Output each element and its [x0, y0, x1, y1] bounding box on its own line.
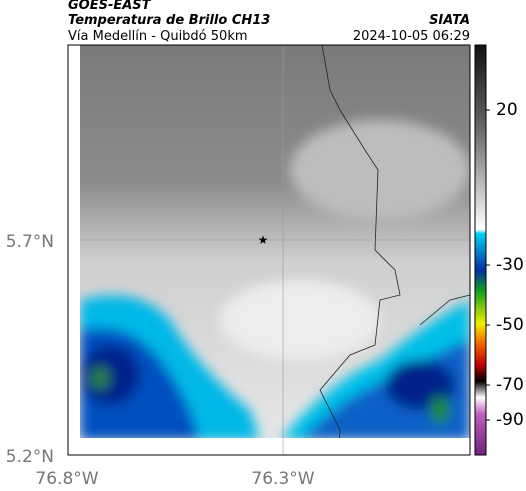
route: Vía Medellín - Quibdó 50km: [68, 29, 248, 44]
colorbar-label: -30: [496, 255, 524, 275]
colorbar-label: -90: [496, 410, 524, 430]
colorbar-label: -70: [496, 375, 524, 395]
datetime: 2024-10-05 06:29: [353, 29, 470, 44]
map-frame: [67, 44, 471, 456]
location-star: ★: [258, 233, 269, 247]
lat-label: 5.2°N: [6, 447, 54, 467]
colorbar: [474, 44, 487, 456]
lon-label: 76.8°W: [35, 469, 98, 489]
lon-label: 76.3°W: [251, 469, 314, 489]
colorbar-label: 20: [496, 100, 518, 120]
colorbar-label: -50: [496, 315, 524, 335]
source: SIATA: [429, 13, 470, 28]
title: GOES-EAST: [68, 0, 152, 13]
satellite-image: [80, 45, 470, 438]
lat-label: 5.7°N: [6, 232, 54, 252]
subtitle: Temperatura de Brillo CH13: [68, 13, 270, 28]
